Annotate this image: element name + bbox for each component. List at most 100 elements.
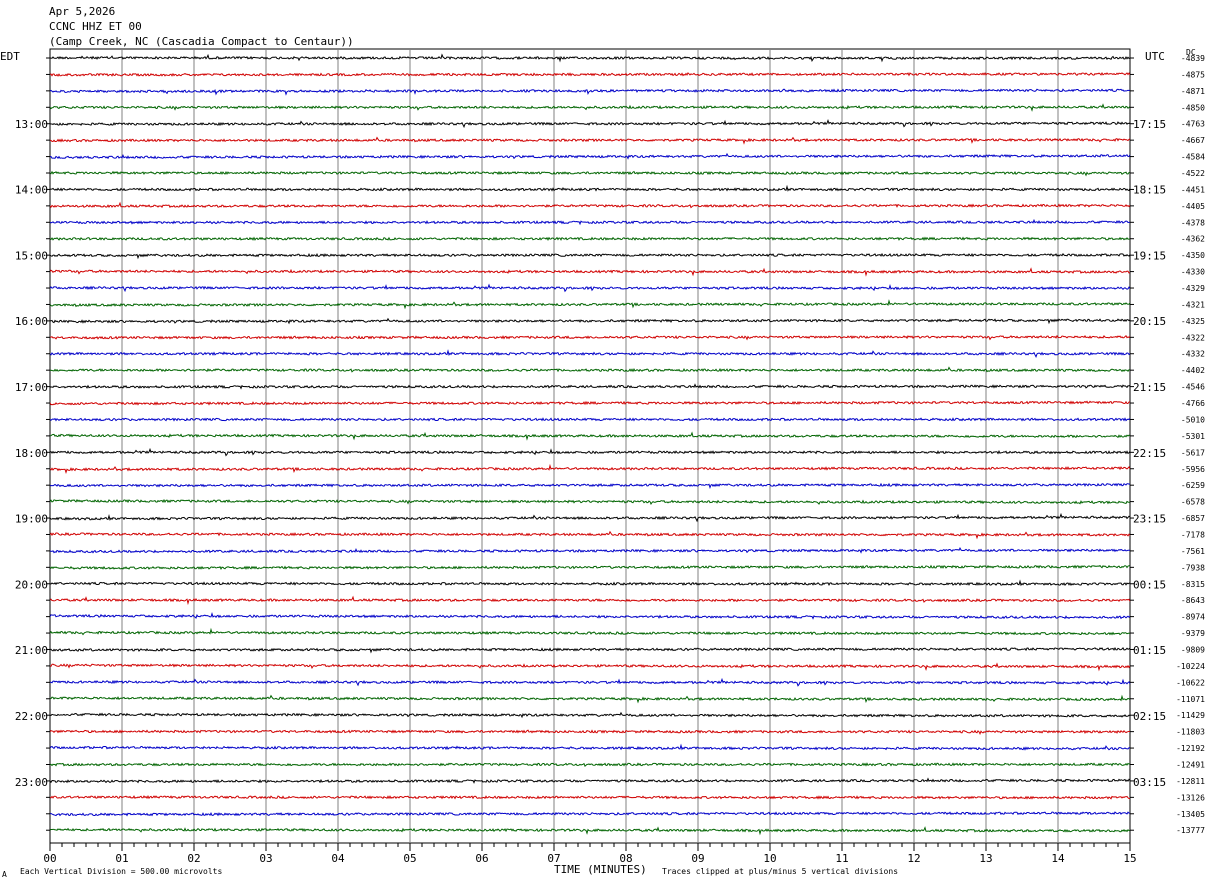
trace-row-42 xyxy=(49,729,1131,736)
dc-offset-row-28: -6578 xyxy=(1181,498,1205,507)
dc-offset-row-9: -4451 xyxy=(1181,185,1205,194)
x-tick-label-08: 08 xyxy=(619,852,632,865)
trace-row-11 xyxy=(49,218,1131,226)
trace-row-38 xyxy=(49,662,1131,672)
dc-offset-row-32: -7938 xyxy=(1181,563,1205,572)
dc-offset-row-39: -10622 xyxy=(1176,678,1205,687)
trace-row-13 xyxy=(49,252,1131,260)
dc-offset-row-33: -8315 xyxy=(1181,580,1205,589)
x-tick-label-14: 14 xyxy=(1051,852,1065,865)
dc-offset-row-47: -13405 xyxy=(1176,810,1205,819)
trace-row-14 xyxy=(49,267,1131,277)
trace-row-15 xyxy=(49,283,1131,293)
trace-row-33 xyxy=(49,579,1131,587)
trace-row-18 xyxy=(49,334,1131,341)
left-time-label-14:00: 14:00 xyxy=(15,184,48,197)
right-time-label-20:15: 20:15 xyxy=(1133,315,1166,328)
left-time-label-17:00: 17:00 xyxy=(15,381,48,394)
dc-offset-row-25: -5617 xyxy=(1181,448,1205,457)
dc-offset-row-10: -4405 xyxy=(1181,202,1205,211)
trace-row-3 xyxy=(49,88,1131,96)
x-tick-label-12: 12 xyxy=(907,852,920,865)
right-time-label-19:15: 19:15 xyxy=(1133,249,1166,262)
dc-offset-row-24: -5301 xyxy=(1181,432,1205,441)
dc-offset-row-11: -4378 xyxy=(1181,218,1205,227)
right-time-label-00:15: 00:15 xyxy=(1133,578,1166,591)
dc-offset-row-43: -12192 xyxy=(1176,744,1205,753)
trace-row-29 xyxy=(49,512,1131,523)
trace-row-17 xyxy=(49,317,1131,325)
dc-offset-row-46: -13126 xyxy=(1176,793,1205,802)
clipping-note: Traces clipped at plus/minus 5 vertical … xyxy=(662,867,899,876)
dc-offset-row-6: -4667 xyxy=(1181,136,1205,145)
trace-row-1 xyxy=(49,53,1131,63)
x-tick-label-11: 11 xyxy=(835,852,848,865)
left-time-label-23:00: 23:00 xyxy=(15,776,48,789)
dc-offset-row-23: -5010 xyxy=(1181,415,1205,424)
trace-row-16 xyxy=(49,299,1131,310)
x-tick-label-00: 00 xyxy=(43,852,56,865)
right-timezone-label: UTC xyxy=(1145,50,1165,63)
trace-row-30 xyxy=(49,530,1131,540)
trace-row-2 xyxy=(49,71,1131,77)
trace-row-45 xyxy=(49,777,1131,784)
dc-offset-row-4: -4850 xyxy=(1181,103,1205,112)
trace-row-27 xyxy=(49,482,1130,489)
x-tick-label-10: 10 xyxy=(763,852,776,865)
dc-offset-row-18: -4322 xyxy=(1181,333,1205,342)
trace-row-40 xyxy=(49,694,1131,704)
left-time-label-15:00: 15:00 xyxy=(15,249,48,262)
trace-row-34 xyxy=(49,595,1131,606)
trace-row-25 xyxy=(49,447,1131,457)
dc-offset-row-40: -11071 xyxy=(1176,695,1205,704)
dc-offset-row-1: -4839 xyxy=(1181,54,1205,63)
dc-offset-row-21: -4546 xyxy=(1181,383,1205,392)
dc-offset-row-20: -4402 xyxy=(1181,366,1205,375)
trace-row-37 xyxy=(49,646,1131,654)
dc-offset-row-31: -7561 xyxy=(1181,547,1205,556)
x-tick-label-15: 15 xyxy=(1123,852,1136,865)
dc-offset-row-48: -13777 xyxy=(1176,826,1205,835)
trace-row-36 xyxy=(49,627,1131,636)
x-tick-label-13: 13 xyxy=(979,852,992,865)
trace-row-47 xyxy=(49,811,1131,817)
dc-offset-row-16: -4321 xyxy=(1181,300,1205,309)
trace-row-6 xyxy=(49,136,1131,145)
right-time-label-23:15: 23:15 xyxy=(1133,513,1166,526)
dc-offset-row-15: -4329 xyxy=(1181,284,1205,293)
left-time-label-18:00: 18:00 xyxy=(15,447,48,460)
trace-row-35 xyxy=(49,612,1131,620)
dc-offset-row-12: -4362 xyxy=(1181,235,1205,244)
vertical-scale-note: Each Vertical Division = 500.00 microvol… xyxy=(20,867,223,876)
right-time-label-17:15: 17:15 xyxy=(1133,118,1166,131)
x-tick-label-04: 04 xyxy=(331,852,345,865)
x-tick-label-01: 01 xyxy=(115,852,128,865)
trace-row-20 xyxy=(49,366,1131,373)
right-time-label-18:15: 18:15 xyxy=(1133,184,1166,197)
dc-column-label: DC xyxy=(1186,48,1196,57)
dc-offset-row-5: -4763 xyxy=(1181,120,1205,129)
dc-offset-row-8: -4522 xyxy=(1181,169,1205,178)
trace-row-5 xyxy=(49,118,1131,129)
trace-row-43 xyxy=(49,743,1131,751)
dc-offset-row-37: -9809 xyxy=(1181,645,1205,654)
x-tick-label-07: 07 xyxy=(547,852,560,865)
right-time-label-21:15: 21:15 xyxy=(1133,381,1166,394)
dc-offset-row-36: -9379 xyxy=(1181,629,1205,638)
left-time-label-19:00: 19:00 xyxy=(15,513,48,526)
dc-offset-row-13: -4350 xyxy=(1181,251,1205,260)
dc-offset-row-14: -4330 xyxy=(1181,268,1205,277)
right-time-label-01:15: 01:15 xyxy=(1133,644,1166,657)
x-tick-label-06: 06 xyxy=(475,852,488,865)
dc-offset-row-19: -4332 xyxy=(1181,350,1205,359)
dc-offset-row-17: -4325 xyxy=(1181,317,1205,326)
trace-row-26 xyxy=(49,463,1131,475)
dc-offset-row-41: -11429 xyxy=(1176,711,1205,720)
left-time-label-20:00: 20:00 xyxy=(15,578,48,591)
trace-row-23 xyxy=(49,417,1131,422)
dc-offset-row-35: -8974 xyxy=(1181,613,1205,622)
trace-row-24 xyxy=(49,431,1131,441)
trace-row-7 xyxy=(49,152,1131,160)
x-tick-label-03: 03 xyxy=(259,852,272,865)
